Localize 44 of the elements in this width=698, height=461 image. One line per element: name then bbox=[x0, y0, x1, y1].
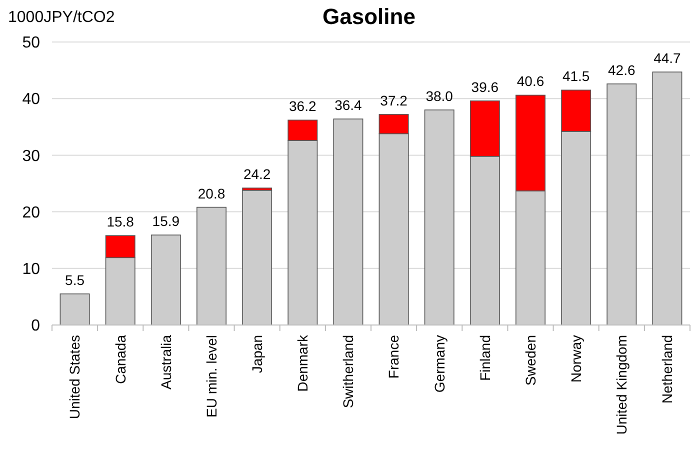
bar bbox=[196, 206, 226, 326]
total-label: 5.5 bbox=[65, 272, 85, 288]
total-label: 40.6 bbox=[516, 73, 544, 90]
total-label: 36.2 bbox=[289, 98, 316, 114]
x-tick-label: Switherland bbox=[340, 335, 356, 408]
bar bbox=[424, 110, 454, 326]
x-tick-label: Netherland bbox=[659, 335, 676, 404]
bar bbox=[652, 72, 682, 326]
total-label: 38.0 bbox=[426, 88, 454, 104]
x-tick-label: Finland bbox=[476, 335, 493, 381]
chart-title: Gasoline bbox=[322, 4, 416, 29]
x-tick-label: Denmark bbox=[294, 334, 311, 392]
y-tick-label: 10 bbox=[22, 261, 40, 278]
y-tick-label: 40 bbox=[22, 91, 40, 108]
total-label: 41.5 bbox=[562, 68, 590, 84]
bar bbox=[60, 293, 90, 326]
x-tick-label: United States bbox=[66, 335, 83, 420]
bar bbox=[150, 234, 181, 326]
x-tick-label: United Kingdom bbox=[614, 335, 630, 435]
total-label: 15.8 bbox=[106, 214, 134, 230]
bar bbox=[242, 190, 272, 326]
total-label: 44.7 bbox=[654, 50, 682, 66]
x-tick-label: Norway bbox=[568, 335, 584, 382]
y-tick-label: 30 bbox=[22, 148, 40, 165]
total-label: 20.8 bbox=[198, 185, 226, 202]
x-tick-label: Canada bbox=[112, 334, 128, 384]
total-label: 42.6 bbox=[608, 62, 636, 78]
y-tick-label: 0 bbox=[31, 318, 40, 335]
x-tick-label: Australia bbox=[158, 334, 174, 390]
total-label: 24.2 bbox=[243, 166, 271, 182]
total-label: 37.2 bbox=[380, 92, 408, 108]
total-label: 39.6 bbox=[471, 78, 499, 95]
x-tick-label: Germany bbox=[431, 335, 448, 393]
total-label: 15.9 bbox=[152, 213, 180, 230]
bar bbox=[333, 118, 364, 326]
y-tick-label: 50 bbox=[22, 34, 40, 52]
bar bbox=[606, 83, 637, 326]
x-tick-label: Sweden bbox=[522, 335, 538, 386]
y-tick-label: 20 bbox=[22, 204, 40, 222]
y-axis-title: 1000JPY/tCO2 bbox=[8, 9, 115, 26]
x-tick-label: France bbox=[386, 334, 402, 379]
x-tick-label: EU min. level bbox=[203, 335, 220, 418]
x-tick-label: Japan bbox=[248, 335, 265, 374]
total-label: 36.4 bbox=[334, 96, 362, 113]
